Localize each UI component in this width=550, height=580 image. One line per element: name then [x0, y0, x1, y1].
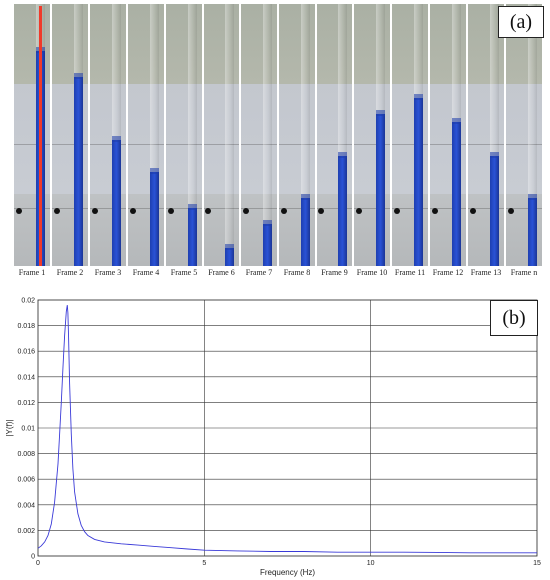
reference-dot	[130, 208, 136, 214]
y-axis-label: |Y(f)|	[5, 419, 14, 436]
frame-label: Frame 1	[18, 268, 46, 277]
spectrum-line	[37, 305, 537, 554]
reference-dot	[205, 208, 211, 214]
spectrum-panel: 0 5 10 15 0 0.002 0.004 0.006 0.008 0.01 0.012 0.01…	[0, 286, 550, 580]
frame-image	[166, 4, 202, 266]
reference-dot	[470, 208, 476, 214]
water-column	[188, 208, 197, 266]
y-tick-label: 0.012	[17, 400, 35, 407]
frame-label: Frame 10	[356, 268, 388, 277]
reference-dot	[168, 208, 174, 214]
y-tick-label: 0.014	[17, 374, 35, 381]
y-tick-label: 0.02	[21, 298, 35, 305]
water-column	[376, 114, 385, 266]
x-tick-label: 0	[36, 560, 40, 567]
water-column	[414, 98, 423, 266]
frame-label: Frame 11	[394, 268, 426, 277]
frame-label: Frame n	[510, 268, 538, 277]
glass-tube	[528, 4, 537, 266]
y-tick-label: 0	[31, 554, 35, 561]
frame-label: Frame 8	[283, 268, 311, 277]
reference-dot	[243, 208, 249, 214]
frame-image	[14, 4, 50, 266]
frame-label: Frame 9	[321, 268, 348, 277]
frame-image	[241, 4, 277, 266]
water-column	[150, 172, 159, 266]
frame-image	[279, 4, 315, 266]
red-marker-line	[39, 6, 42, 266]
x-axis-label: Frequency (Hz)	[260, 568, 315, 577]
water-column	[490, 156, 499, 266]
glass-tube	[338, 4, 347, 266]
frame-image	[468, 4, 504, 266]
frame-label: Frame 6	[208, 268, 235, 277]
glass-tube	[225, 4, 234, 266]
frame-label: Frame 5	[170, 268, 198, 277]
y-tick-label: 0.006	[17, 477, 35, 484]
glass-tube	[188, 4, 197, 266]
glass-tube	[490, 4, 499, 266]
water-column	[263, 224, 272, 266]
glass-tube	[112, 4, 121, 266]
x-tick-label: 10	[367, 560, 375, 567]
water-column	[112, 140, 121, 266]
frames-panel: Frame 1 Frame 2 Frame 3 Frame 4 Frame 5 Frame…	[0, 0, 550, 280]
frame-label: Frame 2	[56, 268, 84, 277]
frame-image	[317, 4, 352, 266]
reference-dot	[92, 208, 98, 214]
y-tick-label: 0.018	[17, 323, 35, 330]
reference-dot	[394, 208, 400, 214]
reference-dot	[356, 208, 362, 214]
reference-dot	[432, 208, 438, 214]
x-tick-label: 5	[202, 560, 206, 567]
y-tick-label: 0.002	[17, 528, 35, 535]
glass-tube	[150, 4, 159, 266]
y-tick-label: 0.008	[17, 451, 35, 458]
y-tick-label: 0.004	[17, 502, 35, 509]
frame-image	[90, 4, 126, 266]
frame-label: Frame 4	[132, 268, 160, 277]
frame-image	[128, 4, 164, 266]
y-tick-label: 0.016	[17, 349, 35, 356]
x-tick-label: 15	[533, 560, 541, 567]
water-column	[452, 122, 461, 266]
reference-dot	[508, 208, 514, 214]
water-column	[74, 77, 83, 266]
glass-tube	[301, 4, 310, 266]
reference-dot	[16, 208, 22, 214]
glass-tube	[263, 4, 272, 266]
frame-image	[430, 4, 466, 266]
frame-image	[204, 4, 239, 266]
reference-dot	[318, 208, 324, 214]
frame-label: Frame 13	[470, 268, 502, 277]
water-column	[338, 156, 347, 266]
water-column	[301, 198, 310, 266]
frame-image	[506, 4, 542, 266]
frame-label: Frame 7	[245, 268, 273, 277]
panel-b-tag: (b)	[490, 300, 538, 336]
reference-dot	[281, 208, 287, 214]
reference-dot	[54, 208, 60, 214]
y-tick-label: 0.01	[21, 426, 35, 433]
frame-image	[354, 4, 390, 266]
panel-a-tag: (a)	[498, 6, 544, 38]
frame-label: Frame 12	[432, 268, 464, 277]
frame-image	[52, 4, 88, 266]
spectrum-chart: 0 5 10 15 0 0.002 0.004 0.006 0.008 0.01 0.012 0.01…	[5, 298, 541, 578]
frame-image	[392, 4, 428, 266]
water-column	[528, 198, 537, 266]
water-column	[225, 248, 234, 266]
frame-label: Frame 3	[94, 268, 122, 277]
